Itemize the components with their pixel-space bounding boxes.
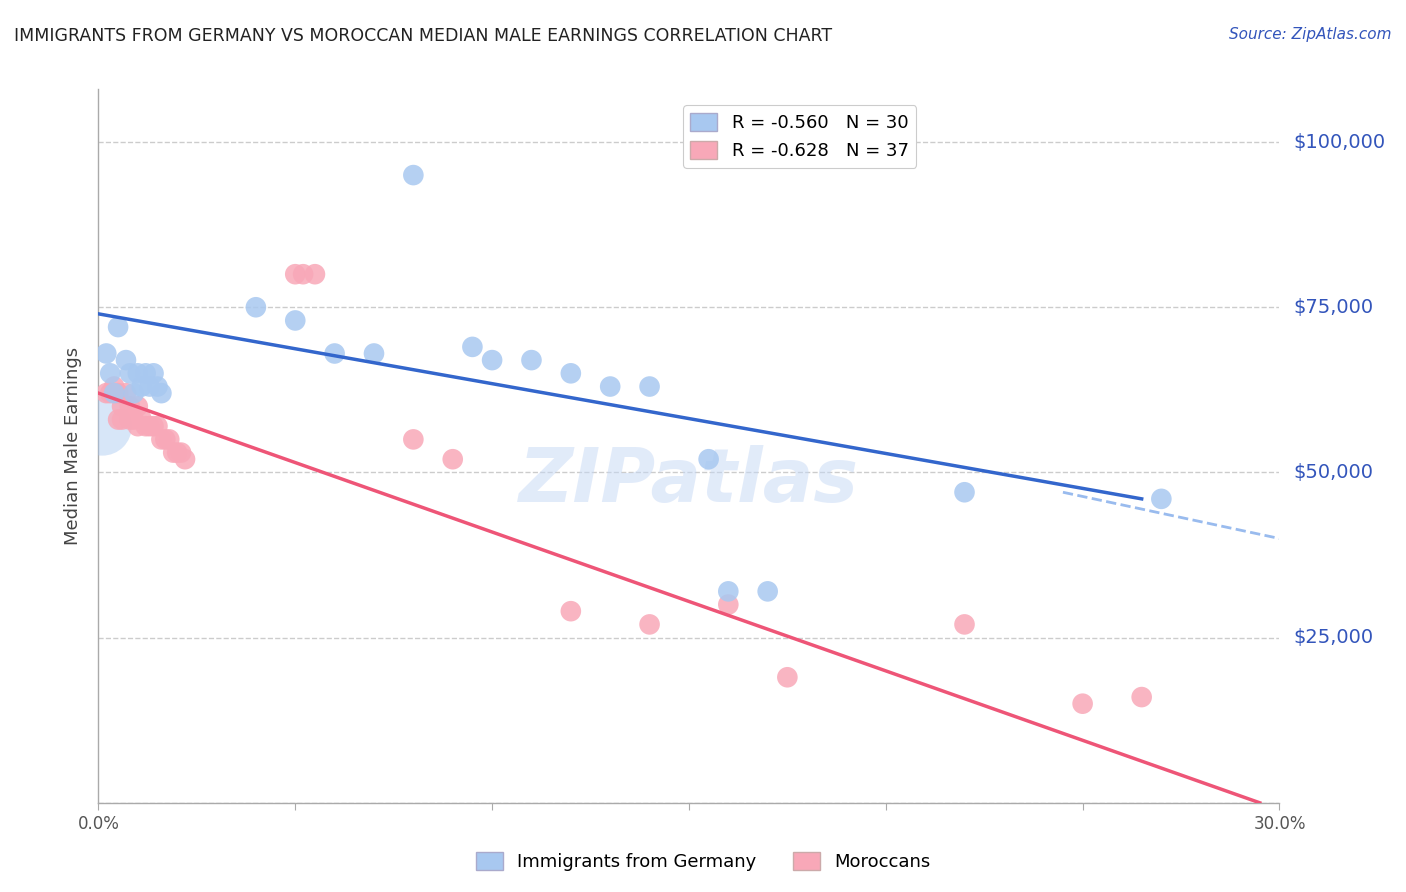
Point [323,346,346,360]
Point [138,379,160,393]
Point [103,379,125,393]
Point [560,604,582,618]
Point [142,419,165,434]
Point [170,445,193,459]
Text: $50,000: $50,000 [1294,463,1374,482]
Point [135,419,157,434]
Point [127,367,149,381]
Point [1130,690,1153,704]
Point [304,267,326,281]
Point [98,367,121,381]
Point [146,379,169,393]
Point [131,379,153,393]
Point [155,433,177,447]
Point [107,320,129,334]
Point [96,386,118,401]
Legend: Immigrants from Germany, Moroccans: Immigrants from Germany, Moroccans [468,845,938,879]
Point [717,584,740,599]
Point [150,386,173,401]
Point [111,400,134,414]
Text: $75,000: $75,000 [1294,298,1374,317]
Point [98,386,121,401]
Point [292,267,315,281]
Point [697,452,720,467]
Point [131,412,153,426]
Point [560,367,582,381]
Point [150,433,173,447]
Point [107,412,129,426]
Point [599,379,621,393]
Point [461,340,484,354]
Point [1150,491,1173,506]
Point [638,379,661,393]
Point [111,412,134,426]
Point [284,267,307,281]
Point [402,433,425,447]
Point [441,452,464,467]
Point [118,367,141,381]
Text: IMMIGRANTS FROM GERMANY VS MOROCCAN MEDIAN MALE EARNINGS CORRELATION CHART: IMMIGRANTS FROM GERMANY VS MOROCCAN MEDI… [14,27,832,45]
Point [1071,697,1094,711]
Point [107,386,129,401]
Point [122,412,145,426]
Point [166,445,188,459]
Point [91,419,114,434]
Point [122,386,145,401]
Point [115,353,138,368]
Y-axis label: Median Male Earnings: Median Male Earnings [65,347,83,545]
Point [127,400,149,414]
Text: Source: ZipAtlas.com: Source: ZipAtlas.com [1229,27,1392,42]
Point [174,452,197,467]
Point [245,300,267,314]
Point [115,386,138,401]
Point [103,386,125,401]
Point [520,353,543,368]
Point [953,617,976,632]
Point [138,419,160,434]
Text: $100,000: $100,000 [1294,133,1385,152]
Point [284,313,307,327]
Point [402,168,425,182]
Text: ZIPatlas: ZIPatlas [519,445,859,518]
Point [135,367,157,381]
Legend: R = -0.560   N = 30, R = -0.628   N = 37: R = -0.560 N = 30, R = -0.628 N = 37 [683,105,917,168]
Point [157,433,180,447]
Point [776,670,799,684]
Point [363,346,385,360]
Point [638,617,661,632]
Point [162,445,184,459]
Point [142,367,165,381]
Point [118,412,141,426]
Point [96,346,118,360]
Text: $25,000: $25,000 [1294,628,1374,647]
Point [118,400,141,414]
Point [146,419,169,434]
Point [756,584,779,599]
Point [953,485,976,500]
Point [481,353,503,368]
Point [127,419,149,434]
Point [717,598,740,612]
